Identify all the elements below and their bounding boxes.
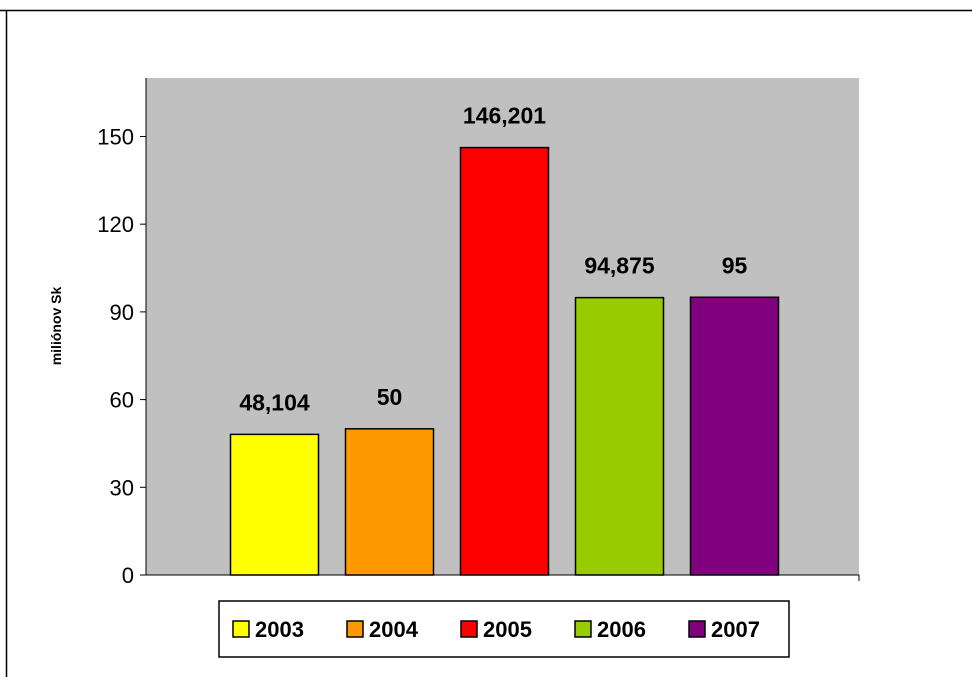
y-tick-label: 60: [110, 388, 134, 413]
data-labels: 48,104 50 146,201 94,875 95: [239, 103, 747, 416]
legend-swatch-2005: [460, 620, 478, 638]
legend-label-2004: 2004: [369, 617, 419, 642]
y-axis-ticks: 0 30 60 90 120 150: [97, 124, 860, 588]
legend-swatch-2004: [346, 620, 364, 638]
legend-swatch-2003: [232, 620, 250, 638]
data-label-2004: 50: [377, 384, 403, 410]
data-label-2006: 94,875: [584, 253, 655, 279]
bar-series: [229, 146, 780, 576]
legend-label-2003: 2003: [255, 617, 304, 642]
bar-2003: [229, 433, 320, 576]
legend-label-2005: 2005: [483, 617, 532, 642]
bar-2004: [344, 428, 435, 576]
y-tick-label: 90: [110, 300, 134, 325]
data-label-2007: 95: [722, 252, 748, 278]
y-tick-label: 0: [122, 563, 134, 588]
bar-2006: [574, 296, 665, 576]
legend-swatch-2006: [574, 620, 592, 638]
y-tick-label: 30: [110, 475, 134, 500]
data-label-2003: 48,104: [239, 389, 310, 415]
legend-label-2006: 2006: [597, 617, 646, 642]
legend-label-2007: 2007: [711, 617, 760, 642]
bar-2005: [459, 146, 550, 576]
bar-2007: [689, 296, 780, 576]
y-tick-label: 150: [97, 124, 134, 149]
legend-swatch-2007: [688, 620, 706, 638]
data-label-2005: 146,201: [463, 103, 546, 129]
y-tick-label: 120: [97, 212, 134, 237]
legend: 2003 2004 2005 2006 2007: [218, 600, 790, 658]
y-axis-title: miliónov Sk: [48, 287, 64, 366]
